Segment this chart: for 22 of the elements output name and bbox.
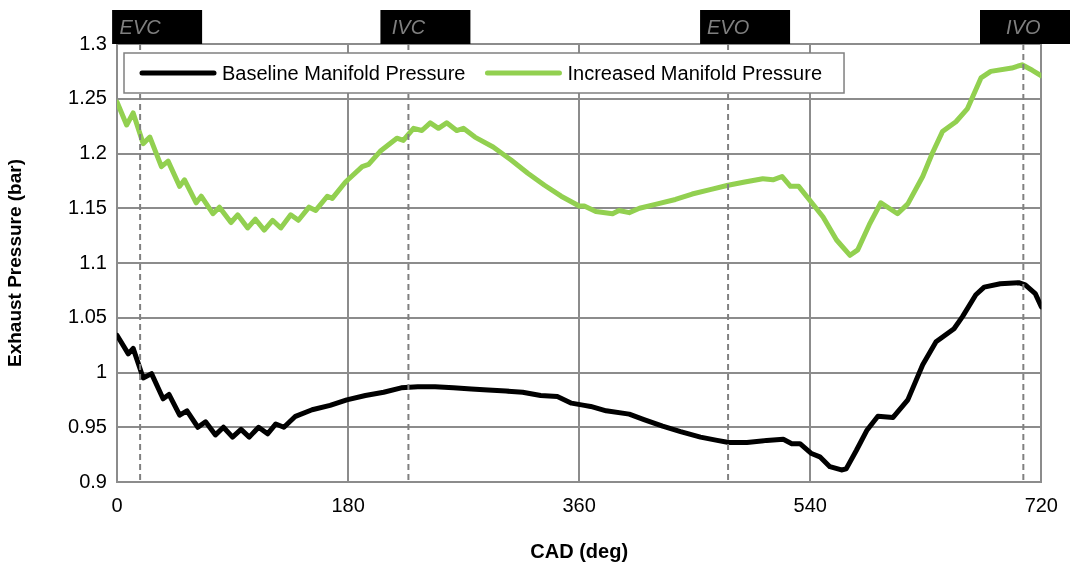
y-tick-label: 1.05 xyxy=(68,305,107,328)
ref-line-label: IVC xyxy=(391,15,426,38)
y-tick-label: 1.3 xyxy=(79,31,107,54)
ref-line-label: IVO xyxy=(1006,15,1041,38)
y-axis-title: Exhaust Pressure (bar) xyxy=(3,158,25,368)
ref-line-label: EVC xyxy=(119,15,162,38)
y-tick-label: 1.2 xyxy=(79,141,107,164)
x-tick-label: 0 xyxy=(111,493,123,516)
y-tick-label: 1.15 xyxy=(68,195,107,218)
x-axis-title: CAD (deg) xyxy=(530,539,629,562)
y-tick-label: 0.9 xyxy=(79,469,107,492)
x-tick-label: 180 xyxy=(331,493,365,516)
y-tick-label: 0.95 xyxy=(68,414,107,437)
y-tick-label: 1.25 xyxy=(68,86,107,109)
legend-label: Increased Manifold Pressure xyxy=(567,61,823,84)
ref-line-label: EVO xyxy=(706,15,750,38)
x-tick-label: 360 xyxy=(562,493,596,516)
legend-label: Baseline Manifold Pressure xyxy=(222,61,466,84)
x-tick-label: 720 xyxy=(1024,493,1058,516)
y-tick-label: 1.1 xyxy=(79,250,107,273)
y-tick-label: 1 xyxy=(95,360,107,383)
x-tick-label: 540 xyxy=(793,493,827,516)
